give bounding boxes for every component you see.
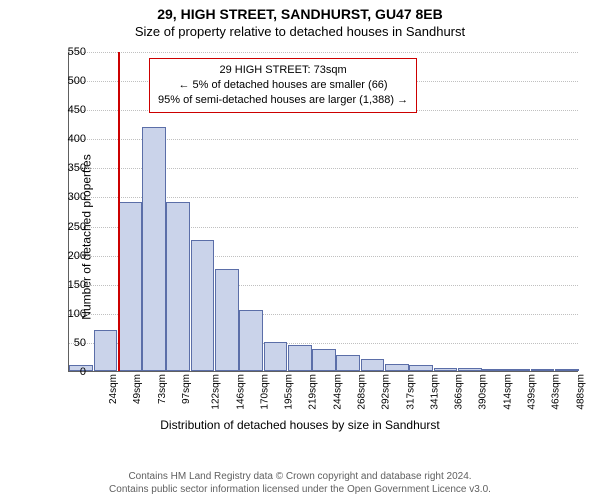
x-axis-label: Distribution of detached houses by size … [0,418,600,432]
x-tick-label: 146sqm [235,374,246,410]
histogram-bar [239,310,263,371]
footer-attribution: Contains HM Land Registry data © Crown c… [0,470,600,496]
histogram-bar [555,369,579,371]
histogram-bar [361,359,385,371]
histogram-bar [118,202,142,371]
y-tick-label: 250 [46,221,86,233]
x-tick-label: 439sqm [527,374,538,410]
x-tick-label: 97sqm [181,374,192,404]
footer-line1: Contains HM Land Registry data © Crown c… [0,470,600,483]
histogram-bar [215,269,239,371]
y-tick-label: 350 [46,162,86,174]
histogram-bar [385,364,409,371]
y-tick-label: 500 [46,75,86,87]
x-tick-label: 49sqm [132,374,143,404]
x-tick-label: 73sqm [157,374,168,404]
x-tick-label: 414sqm [502,374,513,410]
x-tick-label: 122sqm [211,374,222,410]
x-tick-label: 268sqm [357,374,368,410]
histogram-bar [458,368,482,371]
y-tick-label: 150 [46,279,86,291]
x-tick-label: 292sqm [381,374,392,410]
histogram-bar [94,330,118,371]
x-tick-label: 463sqm [551,374,562,410]
y-tick-label: 100 [46,308,86,320]
x-tick-label: 195sqm [284,374,295,410]
x-tick-label: 366sqm [454,374,465,410]
histogram-bar [434,368,458,371]
x-tick-label: 341sqm [429,374,440,410]
histogram-bar [531,369,555,371]
histogram-bar [166,202,190,371]
x-tick-label: 488sqm [575,374,586,410]
y-tick-label: 50 [46,337,86,349]
x-tick-label: 317sqm [405,374,416,410]
annotation-line: ← 5% of detached houses are smaller (66) [158,78,408,93]
y-tick-label: 300 [46,191,86,203]
page-subtitle: Size of property relative to detached ho… [0,22,600,39]
histogram-bar [142,127,166,371]
histogram-bar [409,365,433,371]
y-tick-label: 450 [46,104,86,116]
annotation-line: 95% of semi-detached houses are larger (… [158,93,408,108]
chart-container: Number of detached properties 29 HIGH ST… [0,42,600,432]
y-tick-label: 550 [46,46,86,58]
y-tick-label: 200 [46,250,86,262]
histogram-bar [312,349,336,371]
x-tick-label: 244sqm [332,374,343,410]
histogram-bar [506,369,530,371]
page-title: 29, HIGH STREET, SANDHURST, GU47 8EB [0,0,600,22]
y-tick-label: 400 [46,133,86,145]
histogram-bar [191,240,215,371]
y-tick-label: 0 [46,366,86,378]
histogram-bar [482,369,506,371]
histogram-bar [264,342,288,371]
plot-area: 29 HIGH STREET: 73sqm← 5% of detached ho… [68,52,578,372]
x-tick-label: 219sqm [308,374,319,410]
marker-line [118,52,120,371]
gridline [69,52,578,53]
x-tick-label: 24sqm [108,374,119,404]
histogram-bar [288,345,312,371]
footer-line2: Contains public sector information licen… [0,483,600,496]
x-tick-label: 390sqm [478,374,489,410]
annotation-line: 29 HIGH STREET: 73sqm [158,63,408,78]
x-tick-label: 170sqm [259,374,270,410]
annotation-box: 29 HIGH STREET: 73sqm← 5% of detached ho… [149,58,417,113]
histogram-bar [336,355,360,371]
